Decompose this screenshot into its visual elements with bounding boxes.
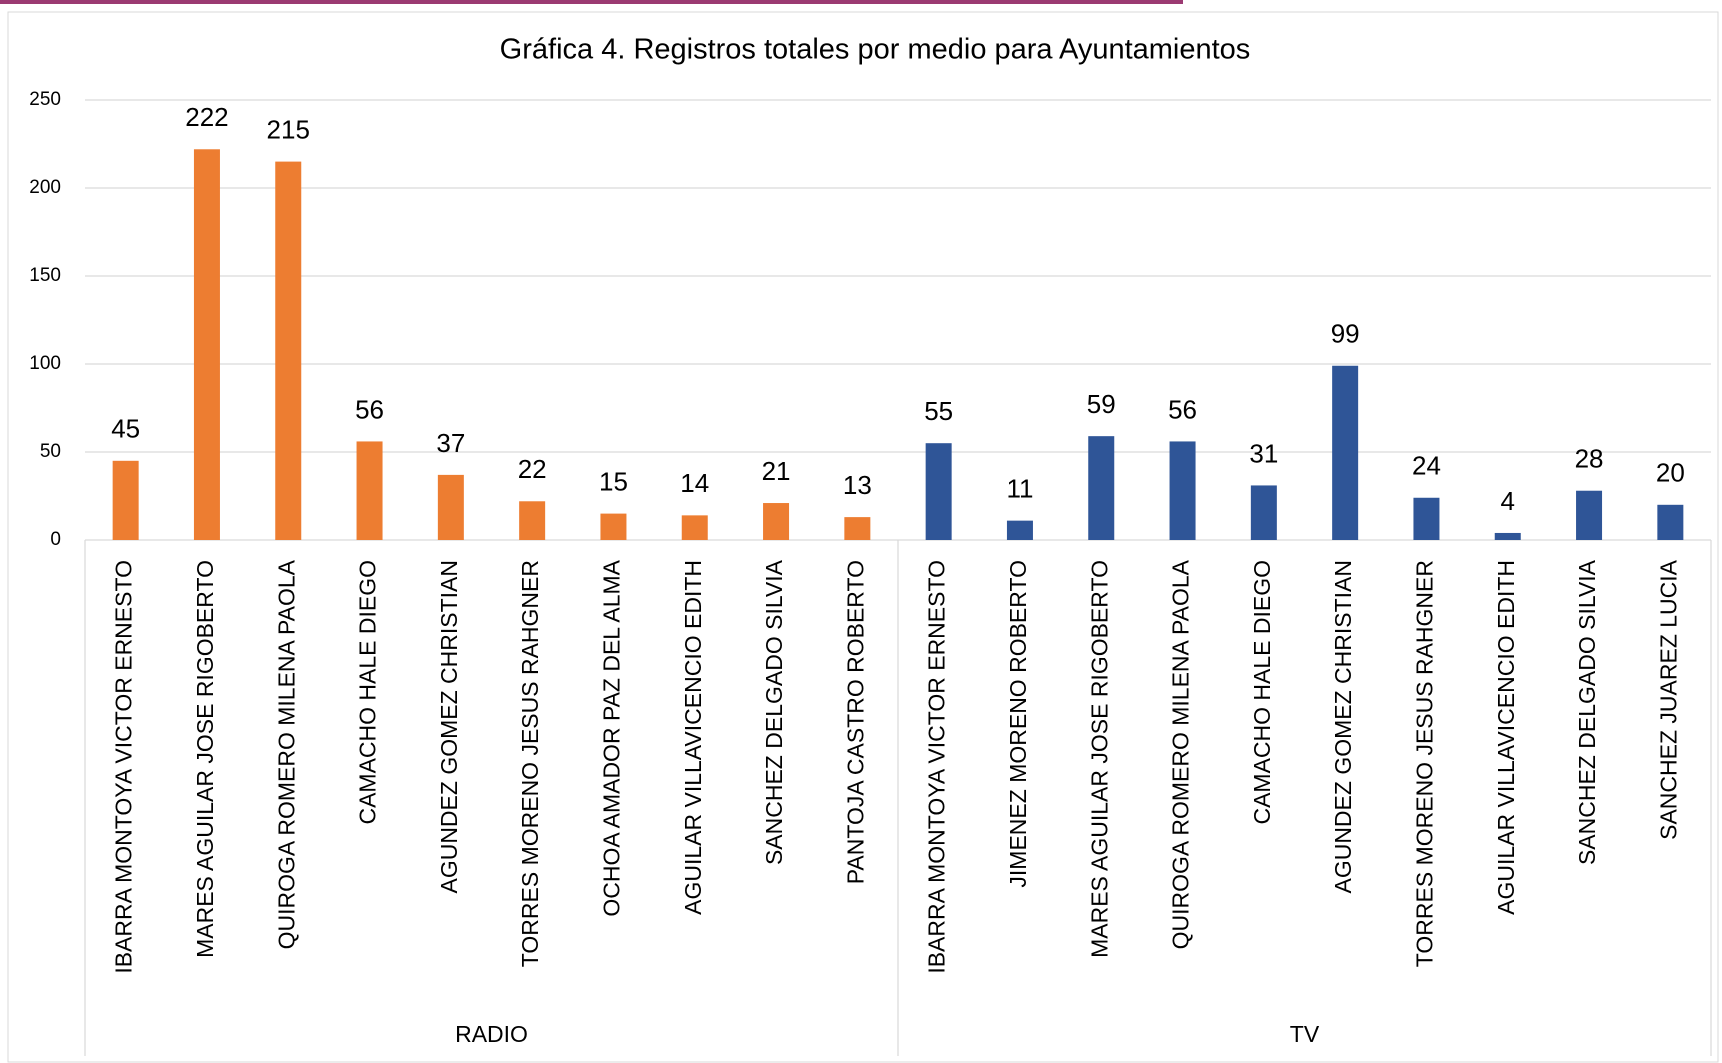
x-tick-label: IBARRA MONTOYA VICTOR ERNESTO [111, 560, 137, 974]
bar [1494, 532, 1521, 540]
bar [1657, 504, 1684, 540]
value-label: 13 [843, 470, 872, 500]
value-label: 99 [1331, 319, 1360, 349]
bar [1088, 436, 1115, 540]
value-label: 22 [518, 454, 547, 484]
x-tick-label: TORRES MORENO JESUS RAHGNER [517, 560, 543, 967]
y-tick-label: 150 [29, 265, 61, 286]
value-label: 45 [111, 414, 140, 444]
bar [112, 460, 139, 540]
bar [600, 513, 627, 540]
bar [1576, 490, 1603, 540]
value-label: 20 [1656, 458, 1685, 488]
bar [844, 517, 871, 540]
value-label: 11 [1006, 474, 1033, 504]
x-tick-label: MARES AGUILAR JOSE RIGOBERTO [1086, 560, 1112, 958]
x-tick-label: AGUILAR VILLAVICENCIO EDITH [680, 560, 706, 915]
x-tick-label: AGUNDEZ GOMEZ CHRISTIAN [1330, 560, 1356, 894]
value-label: 14 [680, 468, 709, 498]
x-tick-label: CAMACHO HALE DIEGO [355, 560, 381, 825]
bar [193, 149, 220, 540]
value-label: 56 [1168, 394, 1197, 424]
bar [356, 441, 383, 540]
bar [763, 503, 790, 540]
x-tick-label: TORRES MORENO JESUS RAHGNER [1412, 560, 1438, 967]
x-tick-label: QUIROGA ROMERO MILENA PAOLA [1168, 559, 1194, 949]
value-label: 37 [436, 428, 465, 458]
group-label: TV [1290, 1021, 1320, 1047]
bar [1250, 485, 1277, 540]
bar [925, 443, 952, 540]
y-tick-label: 250 [29, 89, 61, 110]
x-tick-label: SANCHEZ DELGADO SILVIA [1574, 559, 1600, 865]
x-tick-label: IBARRA MONTOYA VICTOR ERNESTO [924, 560, 950, 974]
y-tick-label: 0 [50, 529, 61, 550]
value-label: 24 [1412, 451, 1441, 481]
value-label: 215 [267, 114, 310, 144]
chart-border [7, 11, 1719, 1063]
bar [1413, 497, 1440, 540]
x-tick-label: AGUNDEZ GOMEZ CHRISTIAN [436, 560, 462, 894]
group-label: RADIO [455, 1021, 528, 1047]
x-tick-label: QUIROGA ROMERO MILENA PAOLA [273, 559, 299, 949]
value-label: 15 [599, 466, 628, 496]
bar [275, 161, 302, 540]
bar [437, 474, 464, 540]
x-tick-label: CAMACHO HALE DIEGO [1249, 560, 1275, 825]
value-label: 222 [185, 102, 228, 132]
value-label: 21 [762, 456, 791, 486]
y-tick-label: 100 [29, 353, 61, 374]
x-tick-label: PANTOJA CASTRO ROBERTO [842, 560, 868, 884]
value-label: 55 [924, 396, 953, 426]
value-label: 28 [1575, 444, 1604, 474]
x-tick-label: SANCHEZ JUAREZ LUCIA [1655, 559, 1681, 840]
value-label: 4 [1501, 486, 1515, 516]
bar [681, 515, 708, 540]
y-tick-label: 50 [40, 441, 61, 462]
x-tick-label: JIMENEZ MORENO ROBERTO [1005, 560, 1031, 888]
bar [519, 501, 546, 540]
x-tick-label: MARES AGUILAR JOSE RIGOBERTO [192, 560, 218, 958]
value-label: 31 [1249, 438, 1278, 468]
bar [1332, 365, 1359, 540]
y-tick-label: 200 [29, 177, 61, 198]
value-label: 56 [355, 394, 384, 424]
x-tick-label: AGUILAR VILLAVICENCIO EDITH [1493, 560, 1519, 915]
x-tick-label: OCHOA AMADOR PAZ DEL ALMA [599, 559, 625, 916]
chart-title: Gráfica 4. Registros totales por medio p… [500, 34, 1251, 66]
value-label: 59 [1087, 389, 1116, 419]
bar [1169, 441, 1196, 540]
x-tick-label: SANCHEZ DELGADO SILVIA [761, 559, 787, 865]
bar [1006, 520, 1033, 540]
